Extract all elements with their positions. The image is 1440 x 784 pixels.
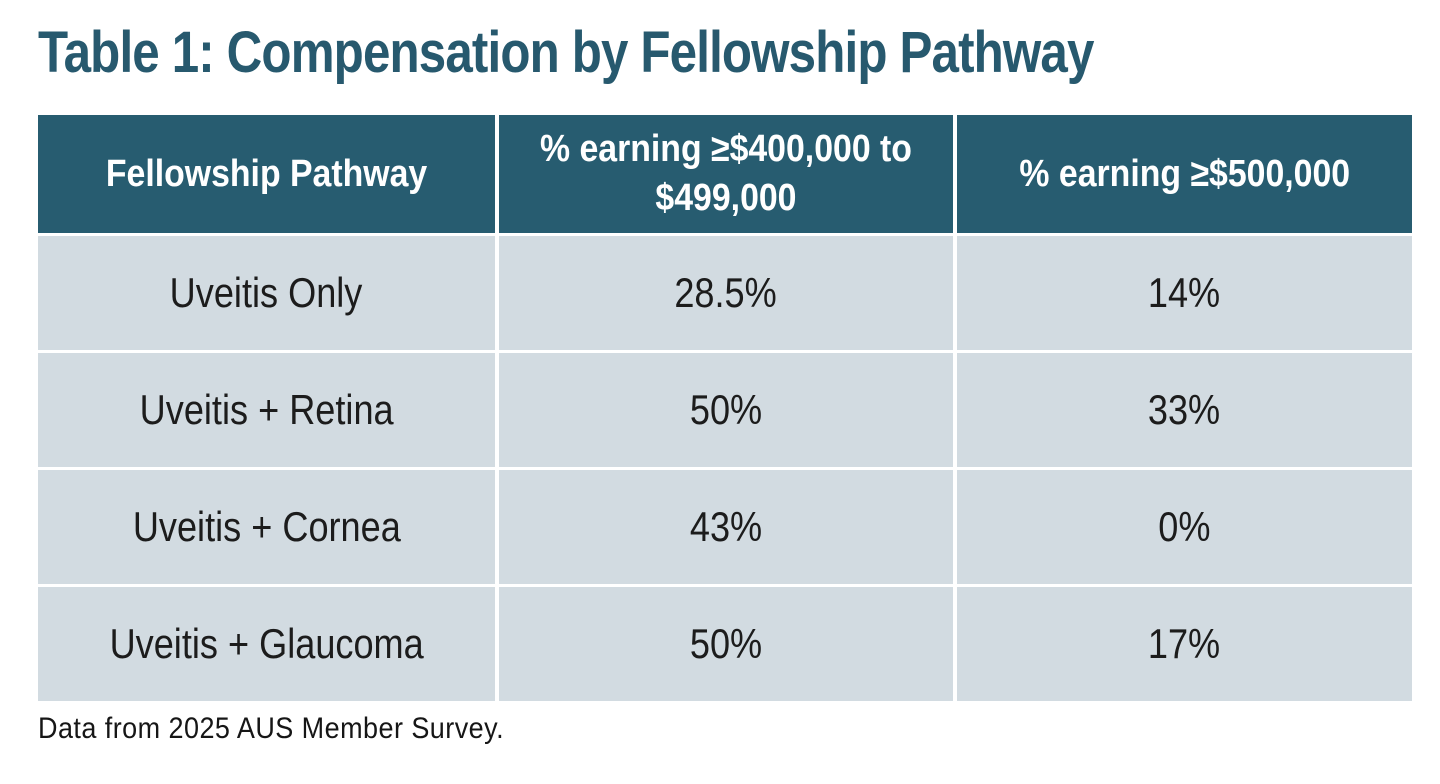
table-row-4-pct-400k: 50%	[499, 587, 953, 701]
value-cell: 14%	[1148, 269, 1221, 316]
table-row-2-pathway: Uveitis + Retina	[38, 353, 495, 467]
header-cell-earning-400k-499k: % earning ≥$400,000 to $499,000	[499, 115, 953, 233]
page-title: Table 1: Compensation by Fellowship Path…	[38, 20, 1094, 85]
header-cell-earning-500k: % earning ≥$500,000	[957, 115, 1412, 233]
value-cell: 33%	[1148, 386, 1221, 433]
header-label: Fellowship Pathway	[105, 152, 428, 195]
table-row-4-pct-500k: 17%	[957, 587, 1412, 701]
header-label: % earning ≥$500,000	[1019, 152, 1350, 195]
compensation-table: Fellowship Pathway % earning ≥$400,000 t…	[38, 115, 1412, 701]
value-cell: 17%	[1148, 620, 1221, 667]
value-cell: 0%	[1158, 503, 1211, 550]
pathway-label: Uveitis + Glaucoma	[109, 620, 424, 667]
pathway-label: Uveitis + Retina	[139, 386, 394, 433]
table-row-3-pct-500k: 0%	[957, 470, 1412, 584]
table-row-3-pathway: Uveitis + Cornea	[38, 470, 495, 584]
table-row-1-pathway: Uveitis Only	[38, 236, 495, 350]
table-row-2-pct-500k: 33%	[957, 353, 1412, 467]
table-row-2-pct-400k: 50%	[499, 353, 953, 467]
value-cell: 43%	[689, 503, 763, 550]
table-row-3-pct-400k: 43%	[499, 470, 953, 584]
pathway-label: Uveitis Only	[170, 269, 363, 316]
value-cell: 28.5%	[674, 269, 778, 316]
table-row-1-pct-500k: 14%	[957, 236, 1412, 350]
header-label: % earning ≥$400,000 to $499,000	[540, 128, 912, 219]
pathway-label: Uveitis + Cornea	[132, 503, 401, 550]
value-cell: 50%	[689, 620, 763, 667]
header-cell-fellowship-pathway: Fellowship Pathway	[38, 115, 495, 233]
table-row-4-pathway: Uveitis + Glaucoma	[38, 587, 495, 701]
footnote: Data from 2025 AUS Member Survey.	[38, 712, 505, 745]
table-row-1-pct-400k: 28.5%	[499, 236, 953, 350]
value-cell: 50%	[689, 386, 763, 433]
